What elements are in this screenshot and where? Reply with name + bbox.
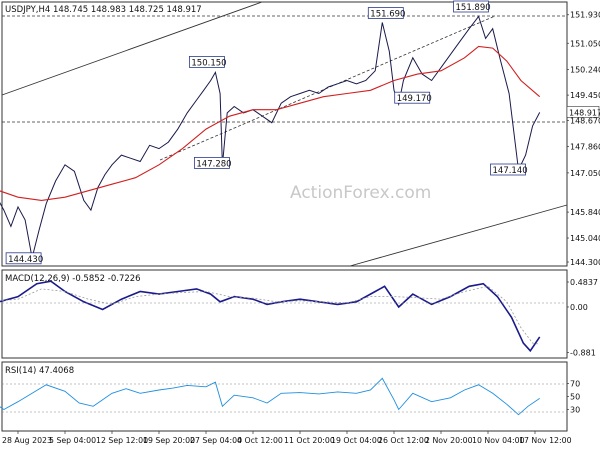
price-annotation-box [490,163,526,176]
price-annotation-label: 147.280 [196,159,231,169]
current-price-tag [566,106,600,118]
price-panel-frame [1,1,568,267]
x-tick-label: 2 Nov 20:00 [425,436,473,445]
price-annotation-label: 144.430 [8,255,43,265]
macd-panel-frame [1,269,568,359]
y-tick-label: 147.860 [570,143,600,152]
y-tick-label: 145.840 [570,208,600,217]
current-price-label: 148.917 [569,108,600,117]
x-tick-label: 19 Oct 04:00 [331,436,382,445]
y-tick-label: 151.050 [570,39,600,48]
macd-series-group [0,280,541,353]
macd-label: MACD(12,26,9) -0.5852 -0.7226 [5,274,141,284]
macd-signal-line [0,285,540,345]
x-tick-label: 4 Oct 12:00 [237,436,283,445]
x-tick-label: 19 Sep 20:00 [143,436,195,445]
price-annotation-box [193,156,230,169]
x-tick-label: 26 Oct 12:00 [378,436,429,445]
y-tick-label: 148.670 [570,116,600,125]
y-tick-label: -0.881 [570,348,596,357]
watermark: ActionForex.com [290,183,431,203]
price-annotation-box [188,56,225,68]
y-tick-label: 150.240 [570,66,600,75]
y-tick-label: 145.040 [570,234,600,243]
x-tick-label: 10 Nov 04:00 [472,436,525,445]
rsi-line [0,377,540,416]
rsi-label: RSI(14) 47.4068 [5,366,74,376]
lower-channel-line [349,204,568,267]
x-tick-label: 17 Nov 12:00 [519,436,572,445]
moving-average-group [0,45,541,201]
price-annotation-label: 150.150 [191,58,226,68]
x-tick-label: 12 Sep 12:00 [96,436,148,445]
price-annotation-label: 149.170 [397,94,432,104]
upper-channel-line [1,1,263,96]
symbol-header: USDJPY,H4 148.745 148.983 148.725 148.91… [5,5,202,15]
x-tick-label: 11 Oct 20:00 [284,436,335,445]
price-annotation-label: 151.690 [370,10,405,20]
y-tick-label: 147.050 [570,169,600,178]
rsi-series-group [0,377,540,416]
price-annotations-group: 151.690 151.890 150.150 149.170 147.280 147.1… [5,0,528,265]
y-tick-label: 144.300 [570,258,600,267]
y-tick-label: 70 [570,380,580,389]
y-tick-label: 30 [570,406,580,415]
y-tick-label: 0.4837 [570,278,598,287]
price-annotation-label: 147.140 [493,166,528,176]
price-annotation-label: 151.890 [456,3,491,13]
price-annotation-box [367,7,404,19]
y-tick-label: 0.00 [570,303,588,312]
y-axis-labels-group: 151.930 151.050 150.240 149.450 148.917148.6… [566,11,600,415]
y-tick-label: 149.450 [570,91,600,100]
moving-average-line [0,45,541,201]
price-annotation-box [394,91,431,104]
x-tick-label: 27 Sep 04:00 [190,436,242,445]
y-tick-label: 50 [570,393,580,402]
y-tick-label: 151.930 [570,11,600,20]
x-tick-label: 28 Aug 2023 [2,436,52,445]
price-annotation-box [453,0,489,13]
price-annotation-box [5,252,42,265]
x-tick-label: 5 Sep 04:00 [49,436,96,445]
